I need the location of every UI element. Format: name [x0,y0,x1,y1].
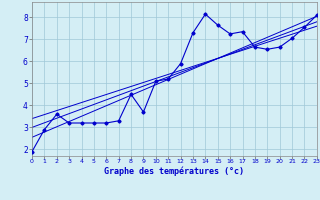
X-axis label: Graphe des températures (°c): Graphe des températures (°c) [104,167,244,176]
